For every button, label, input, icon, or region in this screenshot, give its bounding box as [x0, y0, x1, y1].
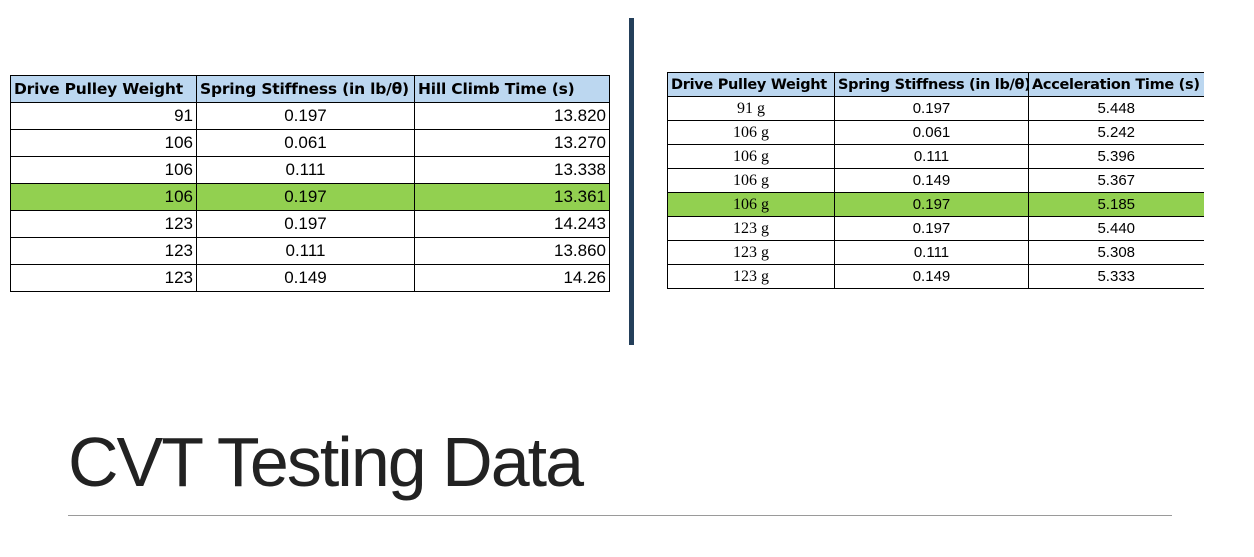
table-row: 123 g 0.149 5.333 — [667, 264, 1204, 289]
table-cell: 0.197 — [196, 183, 415, 211]
table-cell: 0.197 — [834, 96, 1029, 121]
table-cell: 123 — [10, 237, 197, 265]
table-row: 106 g 0.061 5.242 — [667, 120, 1204, 145]
column-header: Spring Stiffness (in lb/θ) — [196, 75, 415, 103]
table-cell: 5.396 — [1028, 144, 1204, 169]
table-cell: 5.440 — [1028, 216, 1204, 241]
table-row: 91 g 0.197 5.448 — [667, 96, 1204, 121]
table-cell: 91 — [10, 102, 197, 130]
table-row: 123 0.111 13.860 — [10, 237, 610, 265]
table-cell: 123 g — [667, 216, 835, 241]
table-row: 106 0.111 13.338 — [10, 156, 610, 184]
table-cell: 106 g — [667, 144, 835, 169]
column-header: Acceleration Time (s) — [1028, 72, 1204, 97]
acceleration-table: Drive Pulley Weight Spring Stiffness (in… — [667, 72, 1204, 289]
table-cell: 0.197 — [196, 210, 415, 238]
table-cell: 13.860 — [414, 237, 610, 265]
table-cell: 106 g — [667, 168, 835, 193]
table-cell: 14.243 — [414, 210, 610, 238]
table-cell: 13.270 — [414, 129, 610, 157]
table-cell: 106 g — [667, 120, 835, 145]
table-cell: 106 g — [667, 192, 835, 217]
table-cell: 5.308 — [1028, 240, 1204, 265]
table-cell: 14.26 — [414, 264, 610, 292]
column-header: Drive Pulley Weight — [10, 75, 197, 103]
table-cell: 0.111 — [196, 237, 415, 265]
table-cell: 13.361 — [414, 183, 610, 211]
table-cell: 0.111 — [834, 144, 1029, 169]
table-row: 123 0.197 14.243 — [10, 210, 610, 238]
table-cell: 106 — [10, 129, 197, 157]
table-cell: 0.061 — [196, 129, 415, 157]
table-cell: 106 — [10, 156, 197, 184]
table-cell: 5.333 — [1028, 264, 1204, 289]
table-cell: 5.185 — [1028, 192, 1204, 217]
table-cell: 5.242 — [1028, 120, 1204, 145]
table-cell: 0.197 — [834, 192, 1029, 217]
table-cell: 0.149 — [834, 168, 1029, 193]
table-cell: 5.367 — [1028, 168, 1204, 193]
table-row: 91 0.197 13.820 — [10, 102, 610, 130]
hill-climb-table: Drive Pulley Weight Spring Stiffness (in… — [10, 75, 610, 292]
slide-title: CVT Testing Data — [68, 423, 584, 501]
table-cell: 123 g — [667, 240, 835, 265]
table-cell: 13.820 — [414, 102, 610, 130]
table-row: 106 g 0.111 5.396 — [667, 144, 1204, 169]
table-cell: 0.111 — [196, 156, 415, 184]
table-cell: 123 — [10, 264, 197, 292]
table-cell: 5.448 — [1028, 96, 1204, 121]
table-header-row: Drive Pulley Weight Spring Stiffness (in… — [10, 75, 610, 103]
highlighted-row: 106 0.197 13.361 — [10, 183, 610, 211]
table-row: 123 0.149 14.26 — [10, 264, 610, 292]
table-row: 123 g 0.111 5.308 — [667, 240, 1204, 265]
table-cell: 123 g — [667, 264, 835, 289]
table-cell: 106 — [10, 183, 197, 211]
table-cell: 0.111 — [834, 240, 1029, 265]
table-header-row: Drive Pulley Weight Spring Stiffness (in… — [667, 72, 1204, 97]
table-cell: 0.197 — [196, 102, 415, 130]
vertical-divider — [629, 18, 634, 345]
highlighted-row: 106 g 0.197 5.185 — [667, 192, 1204, 217]
table-row: 106 0.061 13.270 — [10, 129, 610, 157]
column-header: Hill Climb Time (s) — [414, 75, 610, 103]
table-cell: 0.197 — [834, 216, 1029, 241]
table-cell: 13.338 — [414, 156, 610, 184]
table-row: 106 g 0.149 5.367 — [667, 168, 1204, 193]
title-underline — [68, 515, 1172, 516]
table-cell: 0.061 — [834, 120, 1029, 145]
table-cell: 91 g — [667, 96, 835, 121]
table-cell: 0.149 — [834, 264, 1029, 289]
table-cell: 123 — [10, 210, 197, 238]
table-cell: 0.149 — [196, 264, 415, 292]
column-header: Drive Pulley Weight — [667, 72, 835, 97]
table-row: 123 g 0.197 5.440 — [667, 216, 1204, 241]
column-header: Spring Stiffness (in lb/θ) — [834, 72, 1029, 97]
